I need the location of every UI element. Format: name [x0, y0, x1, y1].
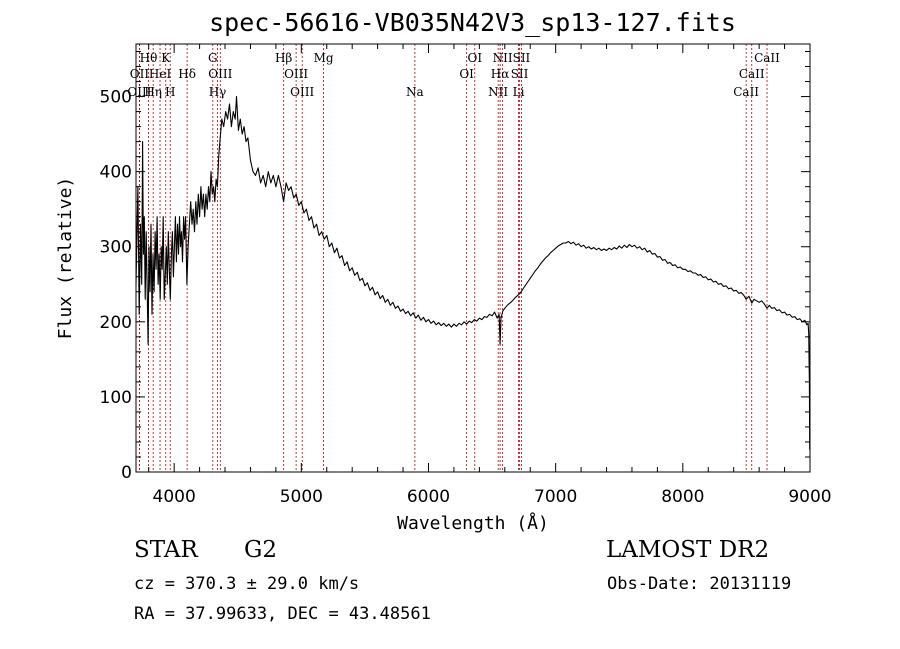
y-tick-label: 200: [100, 313, 132, 333]
spectral-line-label: NII: [488, 85, 508, 99]
tick-labels-layer: 4000 5000 6000 7000 8000 9000 0 100 200 300 400 500: [100, 88, 832, 507]
spectral-line-label: HeI: [149, 67, 172, 81]
object-subclass: G2: [244, 537, 278, 563]
x-axis-label: Wavelength (Å): [397, 512, 549, 534]
y-tick-label: 500: [100, 88, 132, 108]
spectral-line-label: OIII: [127, 85, 151, 99]
line-markers-layer: [139, 44, 768, 472]
spectral-line-label: OIII: [208, 67, 232, 81]
x-tick-label: 9000: [788, 487, 831, 507]
redshift-cz: cz = 370.3 ± 29.0 km/s: [134, 574, 360, 594]
x-tick-label: 4000: [153, 487, 196, 507]
spectral-line-label: Li: [513, 85, 525, 99]
ra-dec-coordinates: RA = 37.99633, DEC = 43.48561: [134, 604, 431, 624]
line-labels-layer: Hθ OII OIII K HeI Hη HHδ G OIII Hγ Hβ OIII OIII Mg Na O…: [127, 51, 780, 99]
spectral-line-label: OII: [130, 67, 150, 81]
axis-ticks-layer: [136, 44, 811, 473]
y-tick-label: 400: [100, 163, 132, 183]
x-tick-label: 8000: [661, 487, 704, 507]
spectral-line-label: OI: [467, 51, 482, 65]
y-tick-label: 0: [121, 463, 132, 483]
x-tick-label: 6000: [407, 487, 450, 507]
spectral-line-label: CaII: [733, 85, 759, 99]
spectral-line-label: Hη: [144, 85, 162, 99]
y-tick-label: 100: [100, 388, 132, 408]
spectral-line-label: CaII: [754, 51, 780, 65]
spectral-line-label: K: [161, 51, 171, 65]
y-axis-label: Flux (relative): [55, 177, 76, 340]
spectral-line-label: Hδ: [178, 67, 196, 81]
spectral-line-label: SII: [511, 67, 529, 81]
spectral-line-label: OIII: [284, 67, 308, 81]
spectral-line-label: Hγ: [209, 85, 227, 99]
survey-name: LAMOST DR2: [606, 537, 770, 563]
spectral-line-label: CaII: [739, 67, 765, 81]
chart-title: spec-56616-VB035N42V3_sp13-127.fits: [209, 8, 736, 37]
spectrum-line: [135, 96, 811, 450]
spectral-line-label: Hθ: [140, 51, 158, 65]
spectral-line-label: Hα: [491, 67, 510, 81]
spectral-line-label: H: [165, 85, 175, 99]
spectral-line-label: OI: [459, 67, 474, 81]
object-class: STAR: [134, 537, 198, 563]
plot-frame: [135, 43, 811, 473]
spectral-line-label: Mg: [314, 51, 334, 65]
x-tick-label: 7000: [534, 487, 577, 507]
spectral-line-label: Na: [406, 85, 424, 99]
spectral-line-label: G: [208, 51, 218, 65]
y-tick-label: 300: [100, 238, 132, 258]
spectral-line-label: SII: [513, 51, 531, 65]
observation-date: Obs-Date: 20131119: [607, 574, 792, 594]
spectral-line-label: Hβ: [275, 51, 292, 65]
spectral-line-label: NII: [493, 51, 513, 65]
x-tick-label: 5000: [280, 487, 323, 507]
spectral-line-label: OIII: [290, 85, 314, 99]
